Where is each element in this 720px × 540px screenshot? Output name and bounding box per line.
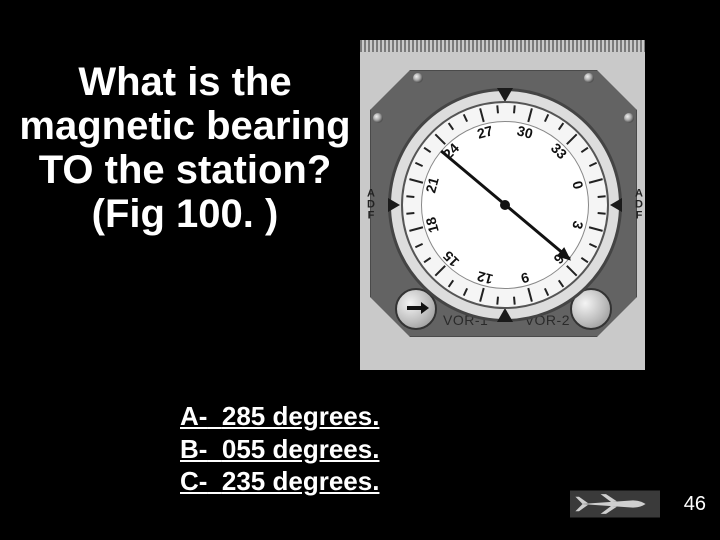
screw-icon <box>373 113 383 123</box>
answer-block: A- 285 degrees. B- 055 degrees. C- 235 d… <box>180 400 379 498</box>
instrument-panel: VOR-1 VOR-2 ADF ADF 03691215182124273033 <box>360 40 645 370</box>
adf-right-label: ADF <box>635 189 643 222</box>
question-text: What is the magnetic bearing TO the stat… <box>10 60 360 236</box>
answer-c: C- 235 degrees. <box>180 465 379 498</box>
answer-b-letter: B- <box>180 434 207 464</box>
answer-c-text: 235 degrees. <box>222 466 380 496</box>
answer-b: B- 055 degrees. <box>180 433 379 466</box>
card-label: 30 <box>515 122 534 141</box>
answer-b-text: 055 degrees. <box>222 434 380 464</box>
card-label: 12 <box>476 269 495 288</box>
card-label: 9 <box>519 270 531 287</box>
card-label: 27 <box>476 122 495 141</box>
slide: What is the magnetic bearing TO the stat… <box>0 0 720 540</box>
adf-left-label: ADF <box>367 189 375 222</box>
answer-c-letter: C- <box>180 466 207 496</box>
compass-dial: ADF ADF 03691215182124273033 <box>388 88 622 322</box>
answer-a-letter: A- <box>180 401 207 431</box>
needle-hub <box>500 200 510 210</box>
card-label: 21 <box>422 176 441 195</box>
figure-number: 4 <box>485 365 502 399</box>
card-label: 18 <box>422 215 441 234</box>
card-label: 3 <box>570 219 587 231</box>
card-label: 0 <box>570 179 587 191</box>
screw-icon <box>584 73 594 83</box>
screw-icon <box>413 73 423 83</box>
page-number: 46 <box>684 493 706 516</box>
answer-a: A- 285 degrees. <box>180 400 379 433</box>
screw-icon <box>624 113 634 123</box>
panel-texture <box>360 40 645 52</box>
answer-a-text: 285 degrees. <box>222 401 380 431</box>
airplane-icon <box>570 490 660 518</box>
